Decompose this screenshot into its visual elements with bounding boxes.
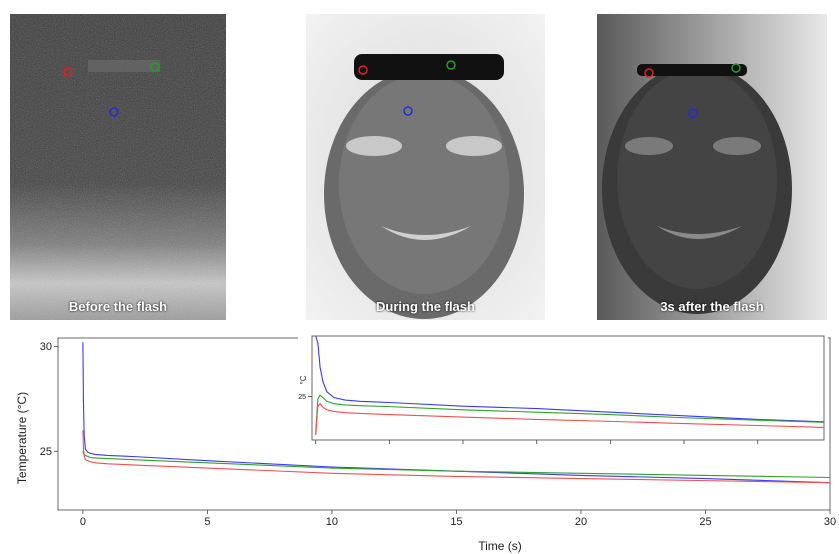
series-line-1 xyxy=(315,394,825,433)
x-tick-label: 20 xyxy=(575,516,587,528)
x-axis-label: Time (s) xyxy=(478,539,522,553)
marker-green xyxy=(731,63,741,73)
series-line-0 xyxy=(315,335,825,423)
marker-red xyxy=(358,65,368,75)
inset-temperature-chart: 012345625 °C xyxy=(298,334,828,446)
inset-y-axis-label: °C xyxy=(299,375,308,384)
marker-blue xyxy=(688,108,698,118)
marker-red xyxy=(644,68,654,78)
plot-frame xyxy=(311,335,825,441)
x-tick-label: 0 xyxy=(80,516,86,528)
temperature-chart: 0 5 10 15 20 25 30 25 30 Time (s) Temperature (°… xyxy=(15,337,836,553)
x-tick-label: 5 xyxy=(204,516,210,528)
y-axis-label: Temperature (°C) xyxy=(15,392,29,484)
panel-caption: 3s after the flash xyxy=(660,299,764,314)
x-tick-label: 15 xyxy=(450,516,462,528)
y-tick-label: 25 xyxy=(40,446,52,458)
x-tick-label: 10 xyxy=(326,516,338,528)
y-tick-label: 25 xyxy=(298,394,306,401)
x-tick-label: 30 xyxy=(824,516,836,528)
marker-blue xyxy=(109,107,119,117)
series-line-0 xyxy=(82,342,831,484)
thermal-image-before-flash: Before the flash xyxy=(10,14,226,320)
x-tick-label: 25 xyxy=(699,516,711,528)
thermal-image-during-flash: During the flash xyxy=(306,14,545,320)
marker-blue xyxy=(403,106,413,116)
marker-green xyxy=(150,62,160,72)
y-tick-label: 30 xyxy=(40,341,52,353)
series-line-1 xyxy=(82,451,831,479)
series-line-2 xyxy=(82,430,831,484)
panel-caption: During the flash xyxy=(376,299,475,314)
marker-red xyxy=(63,67,73,77)
series-line-2 xyxy=(315,402,825,436)
thermal-image-after-flash: 3s after the flash xyxy=(597,14,827,320)
marker-green xyxy=(446,60,456,70)
panel-caption: Before the flash xyxy=(68,299,168,314)
